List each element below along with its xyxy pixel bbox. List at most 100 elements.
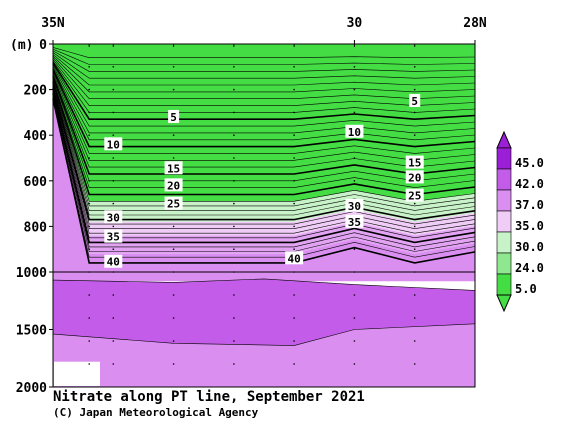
contour-line — [52, 55, 476, 93]
contour-line — [52, 60, 476, 113]
station-dot — [112, 363, 115, 365]
contour-label-bg — [409, 94, 421, 107]
contour-label-bg — [164, 161, 183, 175]
colorbar-label: 30.0 — [515, 240, 544, 254]
contour-line — [52, 92, 476, 239]
contour-line — [52, 76, 476, 175]
station-dot — [353, 180, 356, 182]
colorbar-segment — [496, 189, 512, 212]
station-dot — [172, 340, 175, 342]
contour-line — [52, 81, 476, 196]
band-below-42 — [53, 323, 475, 387]
station-dot — [88, 157, 90, 159]
x-axis-latitude: 35N 30 28N — [41, 16, 487, 47]
contour-line — [52, 78, 476, 182]
station-dot — [172, 66, 175, 68]
contour-line — [52, 64, 476, 127]
contour-line — [52, 98, 476, 264]
contour-label: 15 — [167, 162, 180, 175]
contour-label: 20 — [167, 179, 180, 192]
station-dot — [293, 111, 295, 114]
y-tick-label: 1000 — [16, 266, 47, 281]
station-dot — [172, 88, 175, 91]
station-dot — [293, 340, 295, 342]
station-dot — [112, 180, 115, 182]
station-dot — [353, 248, 356, 250]
contour-label-bg — [164, 178, 183, 192]
nitrate-contour-lines — [52, 47, 476, 346]
contour-line — [52, 48, 476, 65]
station-dot — [413, 248, 416, 250]
station-dot — [413, 111, 416, 114]
contour-line — [52, 88, 476, 225]
contour-label-bg — [345, 198, 364, 212]
contour-line — [52, 97, 476, 258]
station-dot — [233, 157, 235, 159]
station-dot — [233, 317, 235, 319]
station-dot — [172, 363, 175, 365]
station-dot — [293, 180, 295, 182]
colorbar-segment — [496, 147, 512, 170]
contour-label: 15 — [408, 157, 421, 170]
colorbar-label: 45.0 — [515, 156, 544, 170]
station-dot — [413, 317, 416, 319]
station-dot — [413, 294, 416, 296]
contour-line — [52, 67, 476, 141]
colorbar-label: 5.0 — [515, 282, 537, 296]
plot-frame — [52, 43, 476, 388]
contour-line — [52, 50, 476, 72]
station-dot — [353, 157, 356, 159]
station-dot — [233, 340, 235, 342]
colorbar-legend: 45.0 42.0 37.0 35.0 30.0 24.0 5.0 — [496, 130, 544, 313]
contour-line — [52, 91, 476, 234]
x-tick-label: 28N — [463, 16, 487, 31]
contour-label-bg — [405, 188, 424, 202]
station-dot — [293, 225, 295, 228]
station-dot — [88, 134, 90, 136]
contour-label: 40 — [288, 252, 301, 265]
colorbar-segment — [496, 231, 512, 254]
station-dot — [172, 317, 175, 319]
contour-line — [52, 278, 476, 291]
station-dot — [413, 225, 416, 228]
station-dot — [233, 111, 235, 114]
contour-label: 10 — [348, 126, 361, 139]
station-dot — [88, 363, 90, 365]
station-dot — [233, 363, 235, 365]
y-tick-label: 800 — [24, 220, 48, 235]
y-tick-label: 2000 — [16, 381, 47, 396]
contour-label-bg — [405, 155, 424, 169]
y-tick-label: 600 — [24, 175, 48, 190]
contour-line — [52, 90, 476, 230]
contour-label: 20 — [408, 171, 421, 184]
contour-label: 35 — [348, 216, 361, 229]
contour-label-bg — [405, 170, 424, 184]
contour-line — [52, 69, 476, 148]
contour-label: 5 — [411, 95, 418, 108]
station-dot — [413, 66, 416, 68]
station-dot — [353, 294, 356, 296]
missing-data-patch — [54, 361, 100, 386]
contour-line — [52, 59, 476, 106]
station-dot — [413, 134, 416, 136]
contour-label-bg — [345, 124, 364, 138]
y-tick-label: 1500 — [16, 324, 47, 339]
y-tick-label: 200 — [24, 84, 48, 99]
station-dot — [88, 317, 90, 319]
station-dot — [293, 363, 295, 365]
contour-line — [52, 94, 476, 248]
band-30-35 — [53, 88, 475, 236]
station-dot — [88, 248, 90, 250]
contour-line — [52, 54, 476, 86]
contour-label: 30 — [107, 211, 120, 224]
station-dot — [88, 225, 90, 228]
station-dot — [293, 294, 295, 296]
contour-label-bg — [104, 210, 123, 224]
station-dot — [88, 66, 90, 68]
contour-label: 25 — [408, 190, 421, 203]
contour-line — [52, 87, 476, 221]
station-dot — [172, 294, 175, 296]
station-dot — [293, 202, 295, 205]
station-dot — [353, 340, 356, 342]
